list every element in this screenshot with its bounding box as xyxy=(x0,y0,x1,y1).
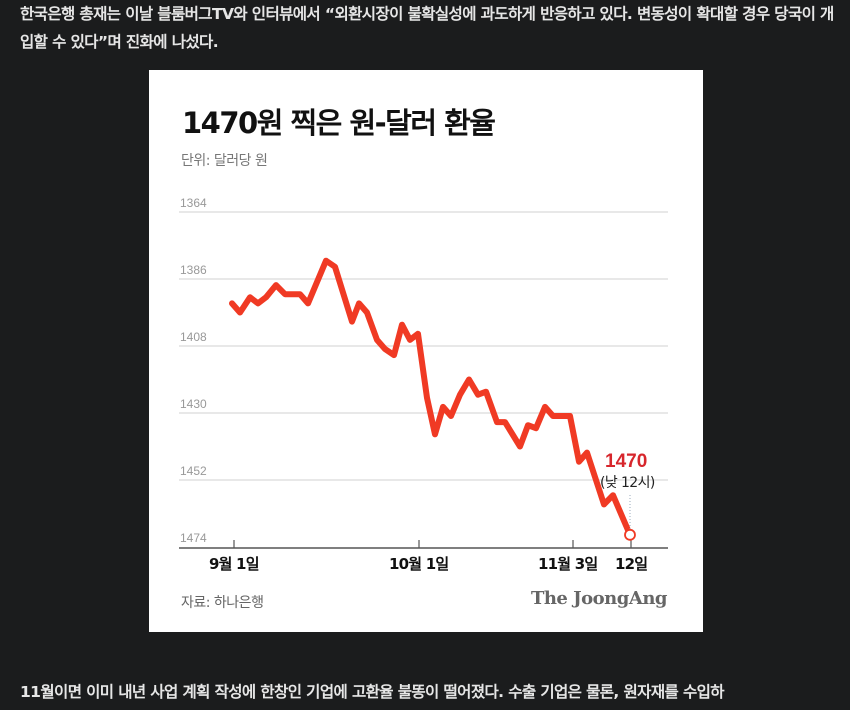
y-tick-label: 1364 xyxy=(180,196,207,210)
figure-unit: 단위: 달러당 원 xyxy=(181,153,268,169)
publisher-logo: The JoongAng xyxy=(530,588,668,609)
last-point-marker xyxy=(624,528,636,541)
grid-lines xyxy=(179,211,668,481)
exchange-rate-line xyxy=(229,257,633,538)
article-paragraph-top: 한국은행 총재는 이날 블룸버그TV와 인터뷰에서 “외환시장이 불확실성에 과… xyxy=(20,5,834,51)
x-axis-ticks: 9월 1일 10월 1일 11월 3일 12일 xyxy=(209,540,648,573)
y-tick-label: 1386 xyxy=(180,263,207,277)
y-tick-label: 1452 xyxy=(180,464,207,478)
line-chart: 1364 1386 1408 1430 1452 1474 9월 1일 10월 1일 11월 … xyxy=(179,196,668,573)
y-tick-label: 1408 xyxy=(180,330,207,344)
x-tick-label: 11월 3일 xyxy=(538,555,597,573)
article-paragraph-bottom: 11월이면 이미 내년 사업 계획 작성에 한창인 기업에 고환율 불똥이 떨어… xyxy=(20,683,725,701)
y-tick-label: 1474 xyxy=(180,531,207,545)
x-tick-label: 9월 1일 xyxy=(209,555,259,573)
annotation-value: 1470 xyxy=(605,451,647,472)
y-axis-labels: 1364 1386 1408 1430 1452 1474 xyxy=(180,196,207,545)
exchange-rate-figure: 1470원 찍은 원-달러 환율 단위: 달러당 원 1364 1386 1408 1… xyxy=(149,70,703,632)
x-tick-label: 12일 xyxy=(615,555,647,573)
figure-title: 1470원 찍은 원-달러 환율 xyxy=(182,106,496,140)
annotation-note: (낮 12시) xyxy=(600,475,655,491)
figure-source: 자료: 하나은행 xyxy=(181,595,264,611)
y-tick-label: 1430 xyxy=(180,397,207,411)
x-tick-label: 10월 1일 xyxy=(389,555,448,573)
